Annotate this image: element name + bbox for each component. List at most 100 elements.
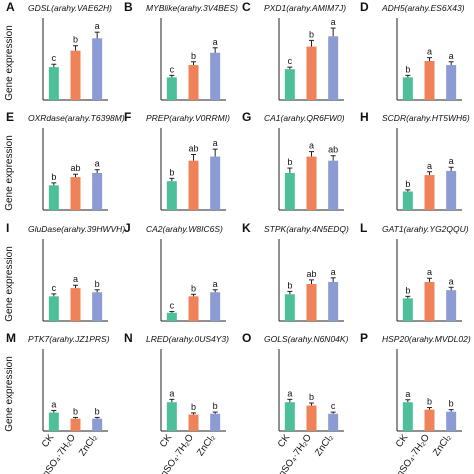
bar-l-1 <box>402 298 413 321</box>
sig-label-f-1: b <box>169 167 174 177</box>
panel-letter-p: P <box>360 331 368 345</box>
bar-l-2 <box>424 281 435 321</box>
bar-g-2 <box>306 156 317 210</box>
sig-label-h-2: a <box>427 161 432 171</box>
panel-title-m: PTK7(arahy.JZ1PRS) <box>28 334 110 344</box>
bar-o-2 <box>306 405 317 431</box>
sig-label-a-3: a <box>95 21 100 31</box>
sig-label-d-3: a <box>449 51 454 61</box>
sig-label-i-1: c <box>52 283 57 293</box>
sig-label-d-1: b <box>405 64 410 74</box>
bar-o-3 <box>328 413 339 431</box>
bar-k-3 <box>328 281 339 321</box>
bar-b-3 <box>210 52 221 100</box>
bar-e-1 <box>48 185 59 210</box>
sig-label-l-2: a <box>427 267 432 277</box>
panel-letter-m: M <box>6 331 16 345</box>
panel-letter-j: J <box>124 221 131 235</box>
bar-p-2 <box>424 409 435 431</box>
panel-letter-d: D <box>360 0 369 14</box>
bar-n-3 <box>210 413 221 431</box>
sig-label-b-1: c <box>170 64 175 74</box>
sig-label-c-1: c <box>288 56 293 66</box>
sig-label-o-3: c <box>331 401 336 411</box>
panel-title-h: SCDR(arahy.HT5WH6) <box>382 113 470 123</box>
sig-label-c-3: a <box>331 17 336 27</box>
bar-f-3 <box>210 156 221 210</box>
sig-label-b-2: b <box>191 51 196 61</box>
x-tick-col-4-3: ZnCl₂ <box>431 432 454 458</box>
panel-letter-c: C <box>242 0 251 14</box>
bar-k-1 <box>284 294 295 321</box>
sig-label-d-2: a <box>427 47 432 57</box>
x-tick-col-2-3: ZnCl₂ <box>195 432 218 458</box>
sig-label-m-3: b <box>95 406 100 416</box>
panel-title-f: PREP(arahy.V0RRMI) <box>146 113 230 123</box>
y-axis-label-row-3: Gene expression <box>4 246 15 322</box>
panel-letter-b: B <box>124 0 133 14</box>
sig-label-f-2: ab <box>188 144 198 154</box>
sig-label-n-2: b <box>191 402 196 412</box>
bar-d-2 <box>424 60 435 100</box>
bar-a-1 <box>48 67 59 100</box>
panel-title-o: GOLS(arahy.N6N04K) <box>264 334 349 344</box>
sig-label-a-2: b <box>73 35 78 45</box>
panel-title-j: CA2(arahy.W8IC6S) <box>146 224 223 234</box>
sig-label-p-3: b <box>449 399 454 409</box>
bar-k-2 <box>306 284 317 321</box>
bar-m-1 <box>48 412 59 431</box>
sig-label-k-3: a <box>331 267 336 277</box>
panel-letter-g: G <box>242 110 251 124</box>
panel-title-d: ADH5(arahy.ES6X43) <box>381 3 465 13</box>
panel-title-i: GluDase(arahy.39HWVH) <box>28 224 125 234</box>
bar-g-1 <box>284 173 295 210</box>
panel-letter-k: K <box>242 221 251 235</box>
bar-c-3 <box>328 36 339 100</box>
sig-label-h-3: a <box>449 156 454 166</box>
bar-d-3 <box>446 65 457 100</box>
panel-title-k: STPK(arahy.4N5EDQ) <box>264 224 349 234</box>
panel-title-n: LRED(arahy.0US4Y3) <box>146 334 229 344</box>
bar-n-2 <box>188 414 199 431</box>
bar-c-1 <box>284 69 295 100</box>
bar-m-2 <box>70 418 81 431</box>
bar-j-3 <box>210 292 221 321</box>
bar-i-2 <box>70 288 81 321</box>
bar-p-3 <box>446 411 457 431</box>
bar-h-3 <box>446 170 457 210</box>
bar-j-2 <box>188 296 199 321</box>
panel-letter-h: H <box>360 110 369 124</box>
x-tick-col-1-3: ZnCl₂ <box>77 432 100 458</box>
panel-title-e: OXRdase(arahy.T6398M) <box>28 113 125 123</box>
panel-letter-l: L <box>360 221 367 235</box>
bar-b-2 <box>188 65 199 100</box>
panel-title-l: GAT1(arahy.YG2QQU) <box>382 224 469 234</box>
panel-letter-i: I <box>6 221 9 235</box>
sig-label-o-1: a <box>287 388 292 398</box>
panel-title-c: PXD1(arahy.AMIM7J) <box>264 3 346 13</box>
sig-label-g-1: b <box>287 157 292 167</box>
bar-g-3 <box>328 160 339 210</box>
sig-label-b-3: a <box>213 37 218 47</box>
sig-label-n-3: b <box>213 401 218 411</box>
sig-label-j-1: c <box>170 301 175 311</box>
bar-o-1 <box>284 402 295 431</box>
sig-label-l-1: b <box>405 285 410 295</box>
sig-label-p-2: b <box>427 397 432 407</box>
panel-letter-o: O <box>242 331 251 345</box>
bar-e-3 <box>92 173 103 210</box>
bar-h-2 <box>424 175 435 210</box>
panel-title-a: GDSL(arahy.VAE62H) <box>28 3 112 13</box>
sig-label-j-3: a <box>213 279 218 289</box>
bar-d-1 <box>402 77 413 100</box>
panel-title-b: MYBlike(arahy.3V4BES) <box>146 3 238 13</box>
x-tick-col-3-1: CK <box>276 432 293 450</box>
x-tick-col-2-1: CK <box>158 432 175 450</box>
x-tick-col-1-1: CK <box>40 432 57 450</box>
bar-j-1 <box>166 312 177 321</box>
sig-label-k-1: b <box>287 280 292 290</box>
bar-f-2 <box>188 160 199 210</box>
bar-a-2 <box>70 50 81 100</box>
panel-title-g: CA1(arahy.QR6FW0) <box>264 113 345 123</box>
